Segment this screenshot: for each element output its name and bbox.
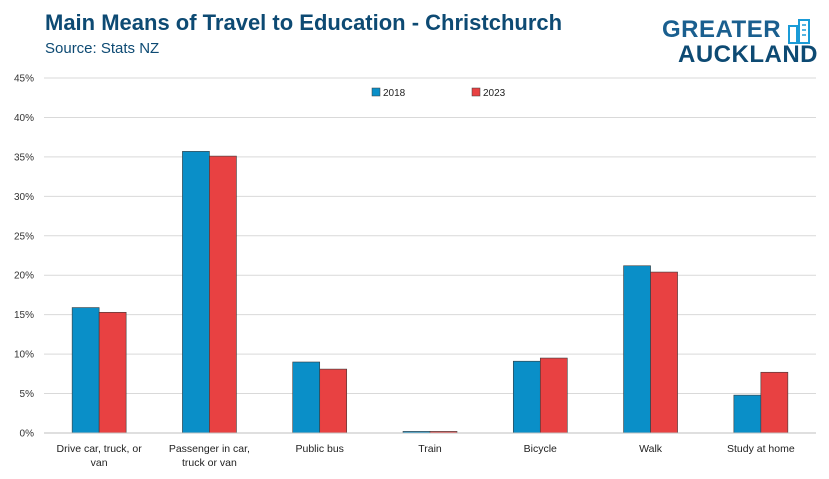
y-tick-label: 15%	[14, 310, 34, 321]
y-tick-label: 30%	[14, 192, 34, 203]
greater-auckland-logo: GREATER AUCKLAND	[660, 16, 820, 68]
y-tick-label: 40%	[14, 113, 34, 124]
gridlines	[44, 77, 816, 395]
x-tick-label: Bicycle	[524, 443, 557, 455]
chart-title: Main Means of Travel to Education - Chri…	[45, 10, 563, 35]
y-tick-label: 25%	[14, 231, 34, 242]
y-tick-label: 0%	[20, 429, 35, 440]
bars	[71, 151, 789, 434]
bar-2023	[319, 368, 348, 434]
y-tick-label: 45%	[14, 74, 34, 85]
chart-subtitle: Source: Stats NZ	[45, 40, 160, 57]
building-icon	[788, 19, 810, 44]
legend-swatch-2023	[471, 87, 481, 97]
bar-2018	[733, 394, 762, 434]
x-axis: Drive car, truck, or van Passenger in car,…	[44, 432, 816, 469]
legend: 2018 2023	[371, 87, 506, 99]
x-tick-label: Walk	[639, 443, 663, 455]
bar-2018	[512, 360, 541, 434]
legend-swatch-2018	[371, 87, 381, 97]
x-tick-label: Public bus	[295, 443, 343, 455]
bar-2023	[760, 371, 789, 434]
bar-2018	[182, 151, 210, 434]
logo-text-greater: GREATER	[662, 16, 782, 43]
y-tick-label: 10%	[14, 350, 34, 361]
legend-label-2018: 2018	[383, 88, 406, 99]
logo-text-auckland: AUCKLAND	[678, 41, 818, 68]
y-tick-label: 20%	[14, 271, 34, 282]
bar-2023	[98, 311, 127, 434]
bar-2018	[623, 265, 651, 434]
x-tick-label: Passenger in car, truck or van	[169, 443, 250, 469]
x-tick-label: Drive car, truck, or van	[57, 443, 143, 469]
legend-label-2023: 2023	[483, 88, 506, 99]
bar-2023	[209, 155, 237, 434]
bar-2018	[292, 361, 321, 434]
x-tick-label: Train	[418, 443, 442, 455]
y-tick-label: 35%	[14, 152, 34, 163]
y-axis: 0% 5% 10% 15% 20% 25% 30% 35% 40% 45%	[14, 74, 34, 440]
y-tick-label: 5%	[20, 389, 35, 400]
bar-2023	[650, 271, 678, 434]
bar-2023	[539, 357, 568, 434]
x-tick-label: Study at home	[727, 443, 795, 455]
bar-2018	[71, 307, 100, 434]
